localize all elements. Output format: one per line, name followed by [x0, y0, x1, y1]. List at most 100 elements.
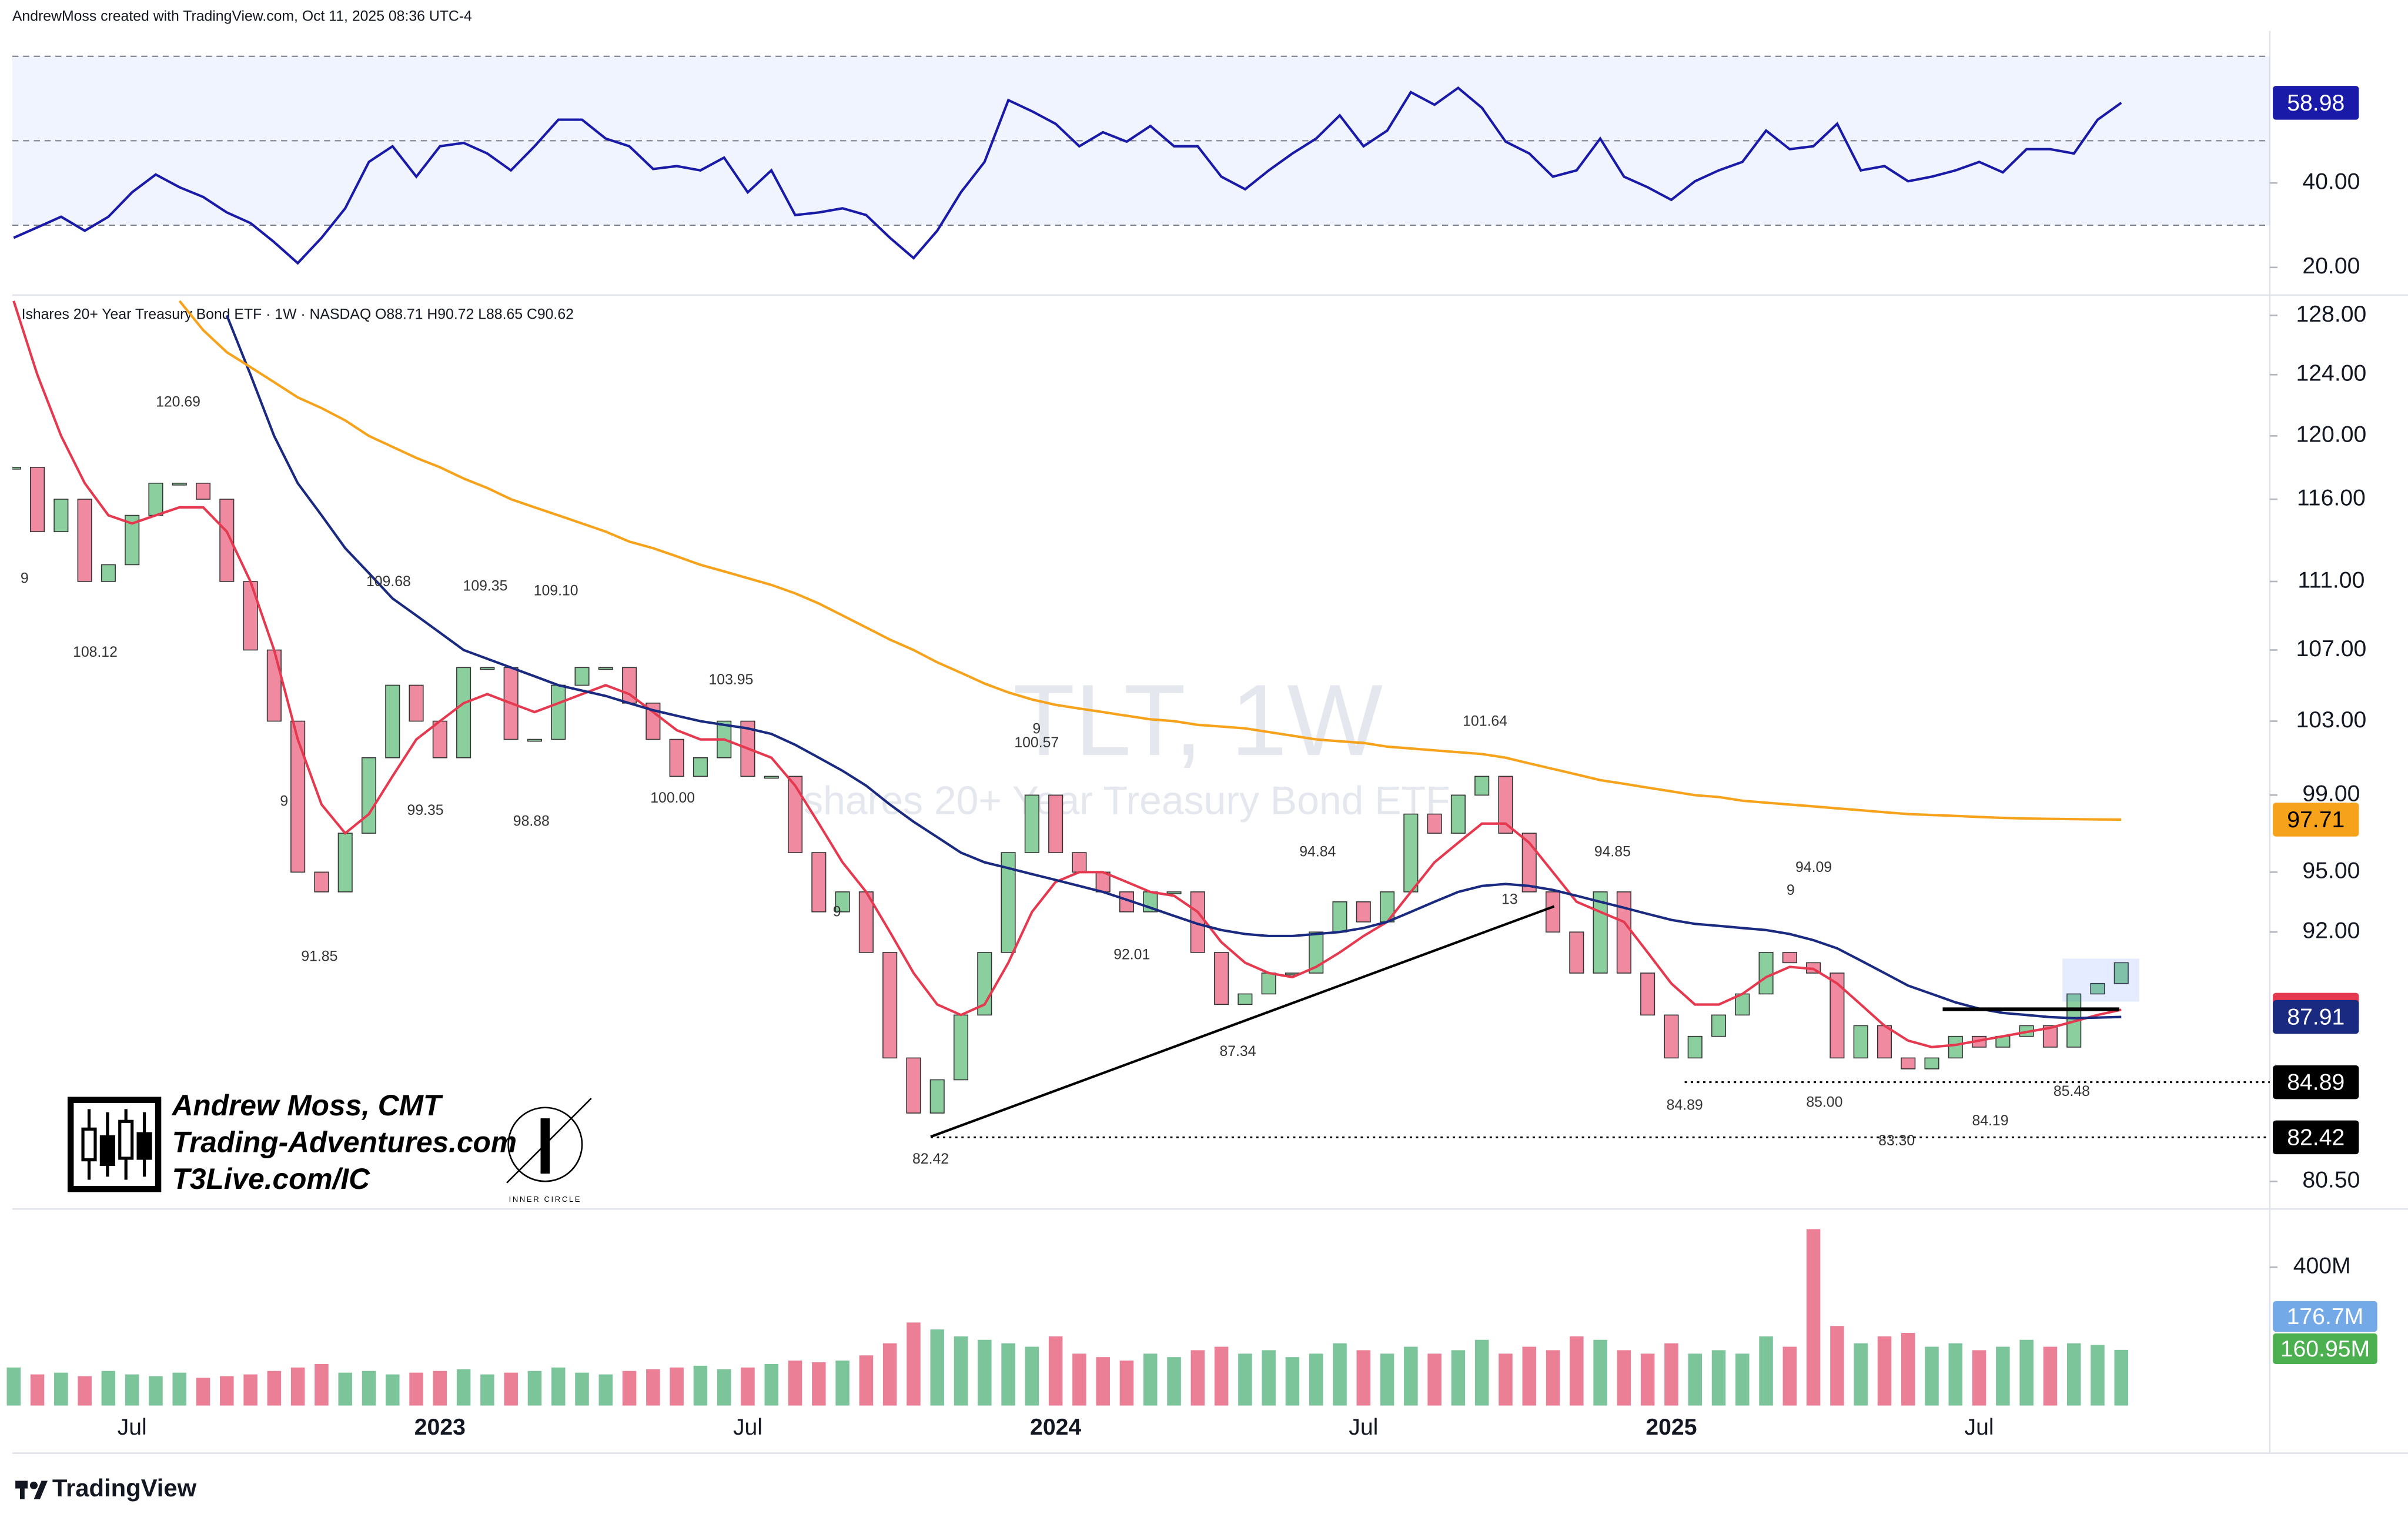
volume-bar — [1474, 1339, 1489, 1406]
x-tick-label: Jul — [1965, 1415, 1994, 1440]
candle — [385, 684, 400, 758]
brand-name: Andrew Moss, CMT — [171, 1089, 443, 1122]
volume-bar — [646, 1369, 660, 1406]
price-badge-label: 84.89 — [2287, 1070, 2345, 1095]
candle — [1238, 993, 1253, 1005]
price-badge-label: 87.91 — [2287, 1005, 2345, 1030]
footer-brand: TradingView — [52, 1474, 197, 1502]
price-annotation: 109.68 — [366, 574, 411, 590]
volume-badge — [2273, 1333, 2377, 1364]
volume-bar — [1427, 1353, 1442, 1406]
footer-logo — [15, 1480, 48, 1499]
highlight-box — [2062, 958, 2139, 1002]
price-badge — [2273, 803, 2359, 837]
volume-bar — [1664, 1343, 1678, 1406]
volume-bar — [101, 1371, 116, 1406]
volume-bar — [290, 1367, 305, 1406]
volume-bar — [1925, 1346, 1939, 1406]
volume-bar — [362, 1371, 376, 1406]
volume-bar — [125, 1374, 139, 1406]
candle — [125, 514, 140, 566]
candle — [1474, 776, 1490, 796]
price-annotation: 82.42 — [912, 1151, 949, 1167]
moving-average — [225, 315, 2122, 1020]
volume-bar — [1546, 1350, 1560, 1406]
price-annotation: 100.57 — [1014, 735, 1059, 751]
volume-bar — [1285, 1357, 1300, 1406]
moving-average — [12, 300, 2122, 1048]
candle — [1569, 931, 1584, 974]
volume-bar — [456, 1369, 471, 1406]
signal-marker: 13 — [1501, 892, 1518, 908]
price-annotation: 91.85 — [301, 948, 337, 964]
candle — [432, 720, 447, 758]
volume-bar — [1948, 1343, 1963, 1406]
candle — [172, 482, 187, 486]
price-annotation: 120.69 — [156, 394, 200, 410]
price-annotation: 87.34 — [1219, 1044, 1256, 1060]
volume-bar — [527, 1371, 542, 1406]
logo-candles — [81, 1109, 152, 1180]
candle — [1024, 794, 1039, 853]
candle — [1877, 1025, 1892, 1059]
candle — [551, 684, 566, 740]
candle — [12, 466, 21, 470]
rsi-badge-label: 58.98 — [2287, 91, 2345, 116]
logo-text: INNER CIRCLE — [509, 1195, 581, 1204]
rsi-pane — [12, 55, 2270, 265]
x-tick-label: Jul — [1349, 1415, 1378, 1440]
candle — [1782, 952, 1797, 964]
volume-bar — [220, 1376, 234, 1406]
price-pane — [12, 300, 2129, 1114]
volume-bar — [1309, 1353, 1323, 1406]
moving-average — [178, 300, 2122, 821]
x-tick-label: 2024 — [1030, 1415, 1081, 1440]
volume-bar — [717, 1369, 731, 1406]
volume-bar — [1806, 1229, 1821, 1406]
legend: Ishares 20+ Year Treasury Bond ETF · 1W … — [22, 306, 574, 322]
volume-bar — [1711, 1350, 1726, 1406]
candle — [598, 667, 613, 670]
candle — [527, 738, 542, 742]
candle — [1545, 891, 1561, 933]
volume-bar — [1119, 1361, 1134, 1406]
y-tick-label: 400M — [2293, 1254, 2351, 1279]
signal-marker: 9 — [280, 793, 288, 809]
price-annotation: 85.00 — [1806, 1094, 1842, 1110]
candle — [764, 776, 779, 779]
candle — [1640, 972, 1656, 1016]
volume-bar — [386, 1374, 400, 1406]
volume-bar — [882, 1343, 897, 1406]
volume-bar — [907, 1322, 921, 1406]
brand-site: T3Live.com/IC — [172, 1162, 371, 1195]
volume-bar — [267, 1371, 282, 1406]
candle — [1001, 852, 1016, 953]
candle — [1427, 813, 1442, 834]
volume-bar — [1262, 1350, 1276, 1406]
volume-bar — [2066, 1343, 2081, 1406]
volume-badge — [2273, 1301, 2377, 1332]
volume-bar — [859, 1355, 874, 1406]
volume-bar — [1214, 1346, 1229, 1406]
volume-bar — [1025, 1346, 1039, 1406]
candle — [1924, 1057, 1939, 1070]
volume-bar — [2043, 1346, 2058, 1406]
y-tick-label: 103.00 — [2296, 707, 2366, 733]
volume-bar — [338, 1372, 352, 1406]
candle — [1214, 952, 1229, 1005]
candle — [1261, 972, 1276, 995]
candle — [1072, 852, 1087, 873]
volume-bar — [1499, 1353, 1513, 1406]
candle — [361, 757, 377, 834]
price-annotation: 84.89 — [1667, 1098, 1703, 1114]
price-annotation: 103.95 — [709, 672, 754, 688]
candle — [1048, 794, 1063, 853]
y-tick-label: 40.00 — [2302, 169, 2360, 195]
candle — [290, 720, 306, 873]
price-annotation: 109.10 — [534, 583, 578, 599]
logo-box — [67, 1097, 162, 1192]
signal-marker: 9 — [833, 904, 841, 920]
candle — [1309, 931, 1324, 974]
candle — [219, 499, 235, 582]
